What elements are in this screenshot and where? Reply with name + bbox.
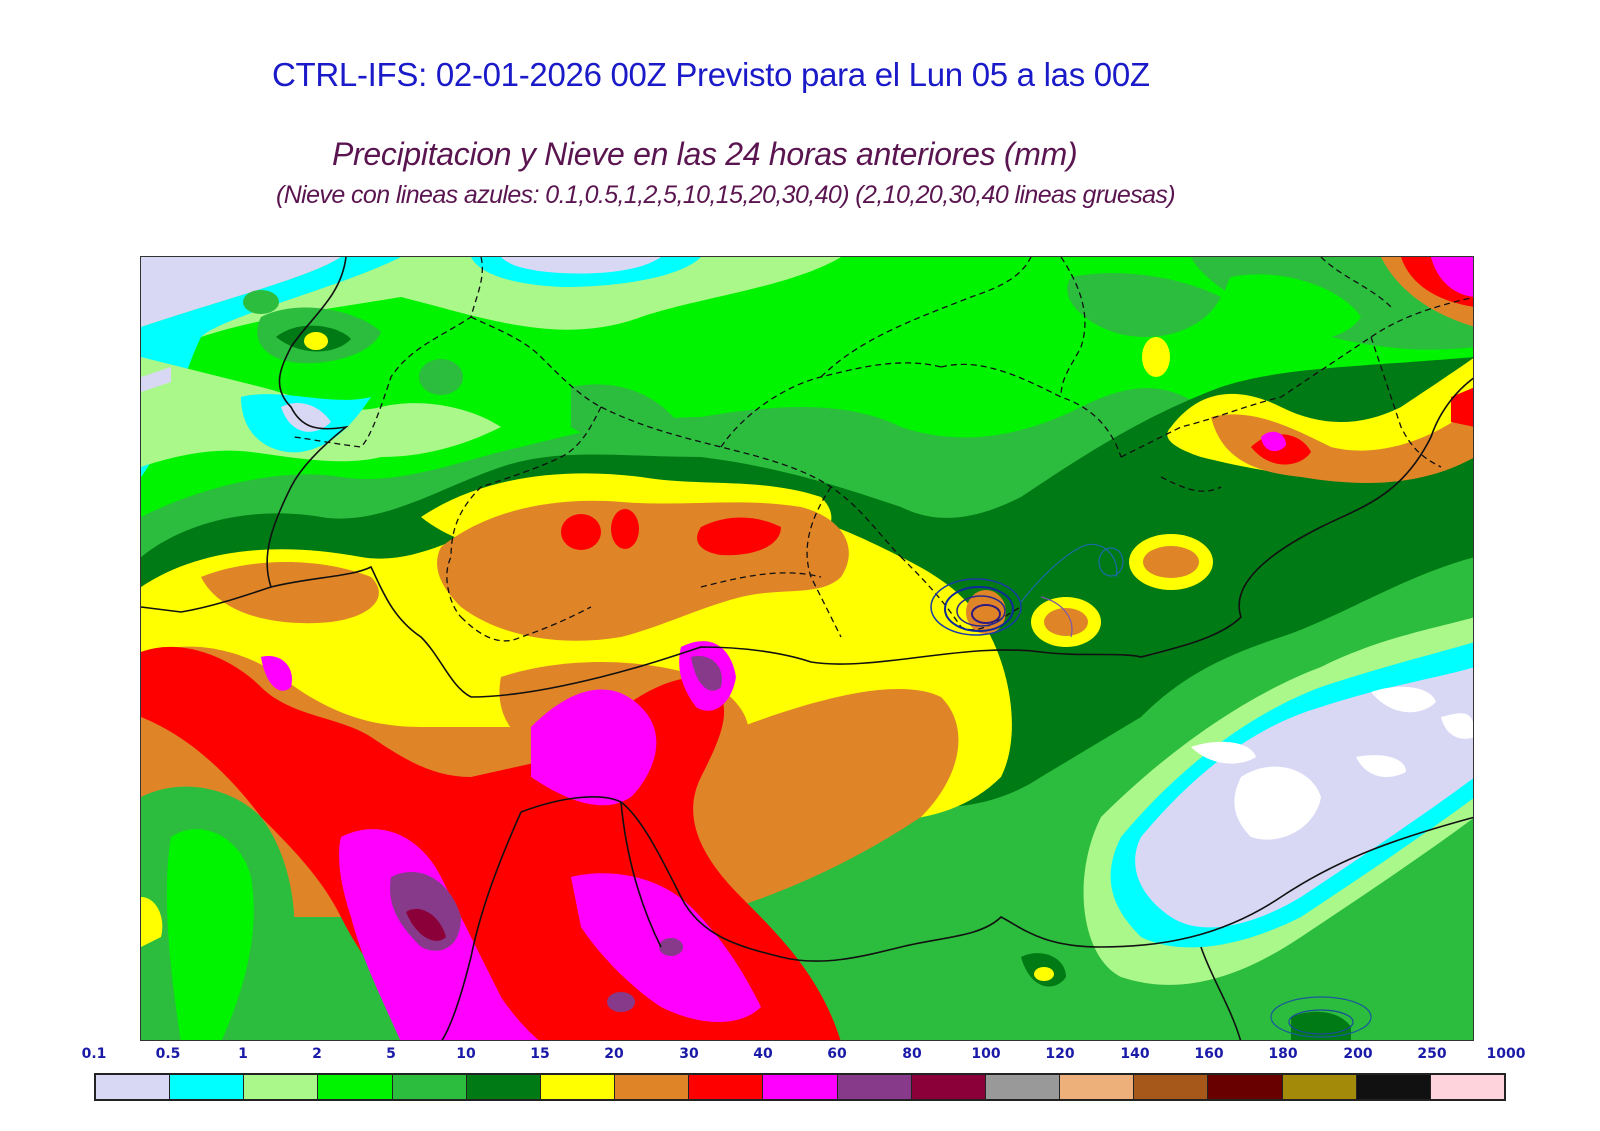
colorbar-label: 1000 — [1486, 1046, 1526, 1062]
colorbar-label: 0.5 — [155, 1046, 181, 1062]
colorbar-segment — [540, 1075, 616, 1099]
colorbar-label: 140 — [1120, 1046, 1150, 1062]
colorbar-label: 60 — [827, 1046, 847, 1062]
colorbar-label: 120 — [1045, 1046, 1075, 1062]
colorbar-segment — [911, 1075, 986, 1099]
colorbar-segment — [244, 1075, 319, 1099]
colorbar-segment — [615, 1075, 690, 1099]
colorbar-label: 20 — [604, 1046, 624, 1062]
colorbar-label: 5 — [386, 1046, 396, 1062]
colorbar-label: 250 — [1417, 1046, 1447, 1062]
precipitation-map — [140, 256, 1474, 1041]
colorbar-segment — [466, 1075, 541, 1099]
colorbar-segment — [1282, 1075, 1357, 1099]
colorbar-label: 180 — [1268, 1046, 1298, 1062]
colorbar-segment — [1208, 1075, 1283, 1099]
colorbar-segment — [96, 1075, 171, 1099]
colorbar — [94, 1073, 1506, 1101]
colorbar-label: 15 — [530, 1046, 550, 1062]
precipitation-field — [141, 257, 1473, 1040]
colorbar-segment — [1060, 1075, 1135, 1099]
colorbar-labels: 0.1 0.5 1 2 5 10 15 20 30 40 60 80 100 1… — [0, 1046, 1600, 1066]
colorbar-segment — [392, 1075, 467, 1099]
colorbar-segment — [985, 1075, 1061, 1099]
chart-subtitle: Precipitacion y Nieve en las 24 horas an… — [332, 136, 1078, 172]
colorbar-segment — [1134, 1075, 1209, 1099]
colorbar-label: 10 — [456, 1046, 476, 1062]
colorbar-label: 100 — [971, 1046, 1001, 1062]
colorbar-segment — [318, 1075, 393, 1099]
colorbar-label: 2 — [312, 1046, 322, 1062]
snow-contour-note: (Nieve con lineas azules: 0.1,0.5,1,2,5,… — [276, 181, 1176, 209]
colorbar-segment — [1356, 1075, 1431, 1099]
colorbar-segment — [1430, 1075, 1504, 1099]
colorbar-label: 40 — [753, 1046, 773, 1062]
colorbar-label: 80 — [902, 1046, 922, 1062]
colorbar-segment — [689, 1075, 764, 1099]
colorbar-segment — [837, 1075, 912, 1099]
colorbar-segment — [763, 1075, 838, 1099]
colorbar-label: 160 — [1194, 1046, 1224, 1062]
colorbar-label: 30 — [679, 1046, 699, 1062]
chart-title: CTRL-IFS: 02-01-2026 00Z Previsto para e… — [272, 56, 1150, 93]
colorbar-segment — [170, 1075, 245, 1099]
colorbar-label: 200 — [1343, 1046, 1373, 1062]
colorbar-label: 1 — [238, 1046, 248, 1062]
colorbar-label: 0.1 — [81, 1046, 107, 1062]
